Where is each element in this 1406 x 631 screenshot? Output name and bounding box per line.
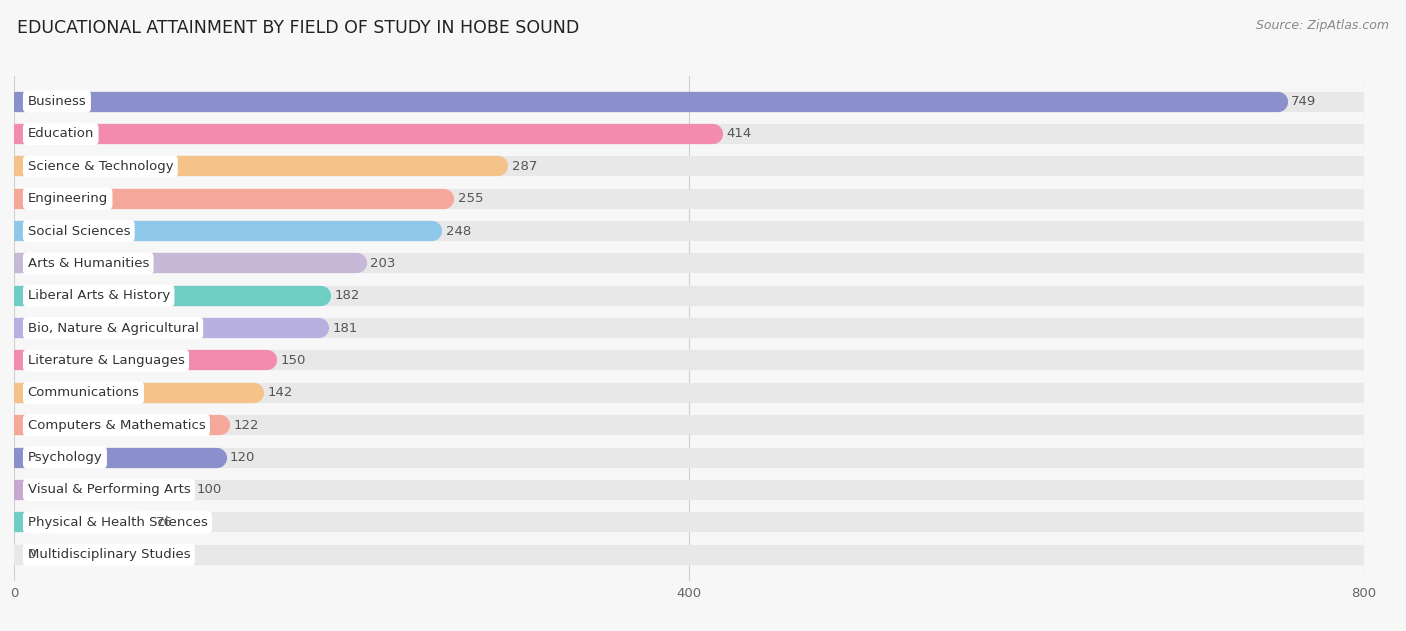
Text: 749: 749 (1291, 95, 1316, 108)
Text: Arts & Humanities: Arts & Humanities (28, 257, 149, 270)
Text: Physical & Health Sciences: Physical & Health Sciences (28, 516, 208, 529)
Text: Social Sciences: Social Sciences (28, 225, 131, 237)
Text: Literature & Languages: Literature & Languages (28, 354, 184, 367)
Text: 181: 181 (333, 322, 359, 334)
Text: 122: 122 (233, 419, 259, 432)
Text: EDUCATIONAL ATTAINMENT BY FIELD OF STUDY IN HOBE SOUND: EDUCATIONAL ATTAINMENT BY FIELD OF STUDY… (17, 19, 579, 37)
Text: 182: 182 (335, 289, 360, 302)
Text: Liberal Arts & History: Liberal Arts & History (28, 289, 170, 302)
Text: 255: 255 (458, 192, 484, 205)
Text: 142: 142 (267, 386, 292, 399)
Text: Science & Technology: Science & Technology (28, 160, 173, 173)
Text: Engineering: Engineering (28, 192, 108, 205)
Text: 248: 248 (446, 225, 471, 237)
Text: 100: 100 (197, 483, 222, 497)
Text: Education: Education (28, 127, 94, 141)
Text: 120: 120 (231, 451, 256, 464)
Text: Communications: Communications (28, 386, 139, 399)
Text: 414: 414 (725, 127, 751, 141)
Text: Psychology: Psychology (28, 451, 103, 464)
Text: Bio, Nature & Agricultural: Bio, Nature & Agricultural (28, 322, 198, 334)
Text: Source: ZipAtlas.com: Source: ZipAtlas.com (1256, 19, 1389, 32)
Text: 150: 150 (281, 354, 307, 367)
Text: 76: 76 (156, 516, 173, 529)
Text: Computers & Mathematics: Computers & Mathematics (28, 419, 205, 432)
Text: 203: 203 (370, 257, 395, 270)
Text: Multidisciplinary Studies: Multidisciplinary Studies (28, 548, 190, 561)
Text: Business: Business (28, 95, 86, 108)
Text: Visual & Performing Arts: Visual & Performing Arts (28, 483, 190, 497)
Text: 0: 0 (28, 548, 37, 561)
Text: 287: 287 (512, 160, 537, 173)
